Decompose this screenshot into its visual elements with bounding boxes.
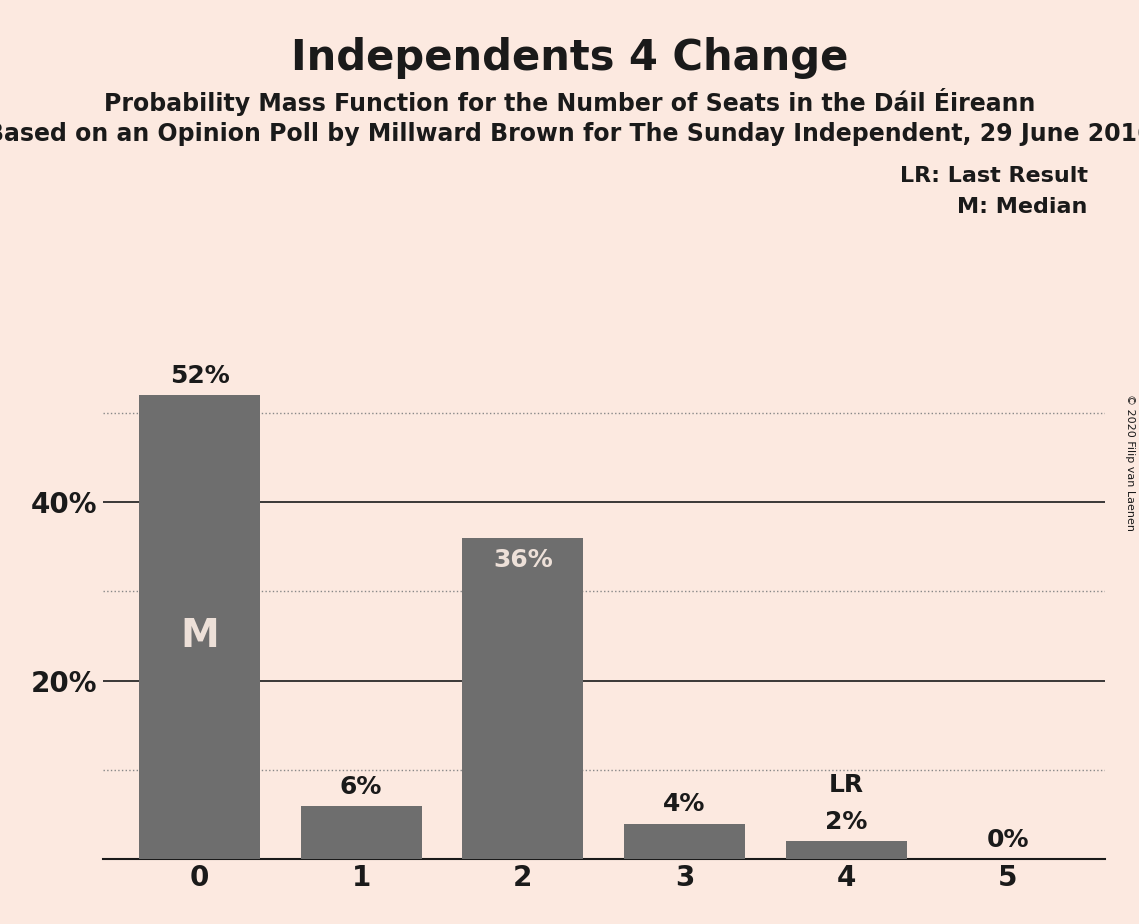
Text: M: M — [180, 617, 219, 655]
Text: 52%: 52% — [170, 364, 229, 388]
Bar — [786, 842, 907, 859]
Text: M: Median: M: Median — [958, 197, 1088, 217]
Bar — [462, 538, 583, 859]
Bar — [139, 395, 260, 859]
Text: 2%: 2% — [825, 810, 868, 834]
Text: Probability Mass Function for the Number of Seats in the Dáil Éireann: Probability Mass Function for the Number… — [104, 88, 1035, 116]
Text: Based on an Opinion Poll by Millward Brown for The Sunday Independent, 29 June 2: Based on an Opinion Poll by Millward Bro… — [0, 122, 1139, 146]
Text: 36%: 36% — [493, 549, 552, 573]
Bar — [301, 806, 421, 859]
Bar — [624, 823, 745, 859]
Text: LR: LR — [828, 772, 863, 796]
Text: LR: Last Result: LR: Last Result — [900, 166, 1088, 187]
Text: 0%: 0% — [986, 828, 1029, 852]
Text: Independents 4 Change: Independents 4 Change — [290, 37, 849, 79]
Text: 6%: 6% — [339, 774, 383, 798]
Text: 4%: 4% — [663, 793, 706, 817]
Text: © 2020 Filip van Laenen: © 2020 Filip van Laenen — [1125, 394, 1134, 530]
